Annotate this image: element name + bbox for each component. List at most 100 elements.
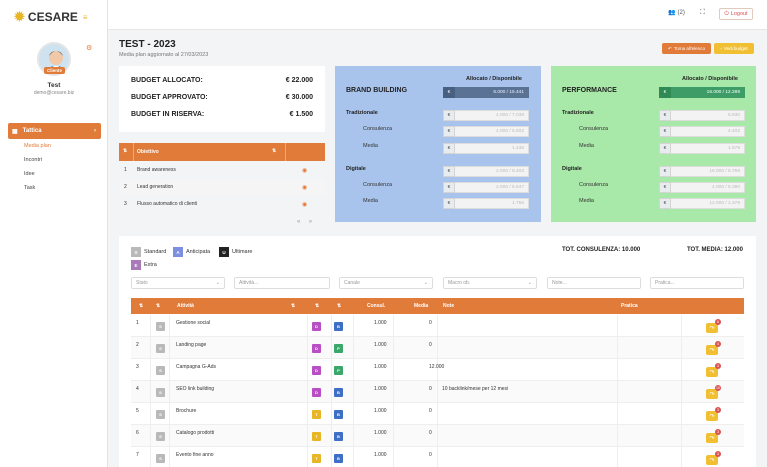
legend-extra[interactable]: E Extra [131, 260, 157, 270]
canale-select[interactable]: Canale ⌄ [339, 277, 433, 289]
sidebar-item-media-plan[interactable]: Media plan [24, 143, 51, 149]
media-value: 0 [429, 342, 432, 348]
media-value: 0 [429, 408, 432, 414]
legend-standard[interactable]: S Standard [131, 247, 166, 257]
consulenza-label: Consulenza [363, 182, 393, 188]
share-button[interactable]: ↷ [706, 389, 718, 399]
activity-name[interactable]: Campagna G-Ads [176, 364, 217, 370]
share-button[interactable]: ↷ [706, 411, 718, 421]
status-badge: S [156, 454, 165, 463]
perf-trad-consulenza-field[interactable]: €4.402 [659, 126, 745, 137]
brand-digitale-field[interactable]: €2.000 / 8.403 [443, 166, 529, 177]
sort-icon[interactable]: ⇅ [337, 303, 342, 309]
table-row[interactable]: 5 S Brochure T B 1.000 0 ↷ 3 [131, 403, 744, 425]
brand-tradizionale-field[interactable]: €4.000 / 7.038 [443, 110, 529, 121]
share-button[interactable]: ↷ [706, 433, 718, 443]
brand-total-field[interactable]: €6.000 / 15.441 [443, 87, 529, 98]
table-row[interactable]: 7 S Evento fine anno T B 1.000 0 ↷ 3 [131, 447, 744, 467]
eye-icon[interactable]: ◉ [302, 184, 308, 191]
brand-dig-consulenza-field[interactable]: €2.000 / 6.647 [443, 182, 529, 193]
table-row[interactable]: 3 S Campagna G-Ads D P 1.000 12.000 ↷ 3 [131, 359, 744, 381]
macro-obiettivo-select[interactable]: Macro ob. ⌄ [443, 277, 537, 289]
prev-page-icon[interactable]: « [297, 219, 301, 225]
objective-row[interactable]: 2 Lead generation ◉ [119, 179, 325, 195]
table-row[interactable]: 4 S SEO link building D B 1.000 0 10 backlink/m… [131, 381, 744, 403]
sort-icon[interactable]: ⇅ [272, 148, 277, 154]
note-column-header[interactable]: Note [443, 303, 455, 309]
sort-icon[interactable]: ⇅ [315, 303, 320, 309]
objective-row[interactable]: 3 Flusso automatico di clienti ◉ [119, 196, 325, 212]
pratica-input[interactable]: Pratica... [650, 277, 744, 289]
select-value: Macro ob. [448, 280, 471, 286]
input-placeholder: Note... [552, 280, 567, 286]
sidebar-item-tattica[interactable]: ▦ Tattica › [8, 123, 101, 139]
status-badge: S [156, 344, 165, 353]
view-budget-button[interactable]: ‹ Vedi budget [714, 43, 754, 54]
sort-icon[interactable]: ⇅ [139, 303, 144, 309]
logo[interactable]: ✹ CESARE ≡ [14, 9, 88, 25]
brand-trad-consulenza-field[interactable]: €4.000 / 5.602 [443, 126, 529, 137]
perf-digitale-field[interactable]: €16.000 / 6.759 [659, 166, 745, 177]
perf-dig-media-field[interactable]: €12.000 / 1.379 [659, 198, 745, 209]
sort-icon[interactable]: ⇅ [123, 148, 128, 154]
share-button[interactable]: ↷ [706, 455, 718, 465]
users-button[interactable]: 👥 (2) [668, 9, 685, 17]
fullscreen-icon[interactable]: ⛶ [700, 9, 705, 16]
next-page-icon[interactable]: » [308, 219, 313, 225]
note-input[interactable]: Note... [547, 277, 641, 289]
share-button[interactable]: ↷ [706, 345, 718, 355]
activity-name[interactable]: Brochure [176, 408, 197, 414]
brand-trad-media-field[interactable]: €1.436 [443, 143, 529, 154]
perf-dig-consulenza-field[interactable]: €4.000 / 5.390 [659, 182, 745, 193]
sidebar-item-idee[interactable]: Idee [24, 171, 35, 177]
table-row[interactable]: 2 S Landing page D P 1.000 0 ↷ 4 [131, 337, 744, 359]
table-row[interactable]: 6 S Catalogo prodotti T B 1.000 0 ↷ 3 [131, 425, 744, 447]
activity-name[interactable]: SEO link building [176, 386, 215, 392]
row-number: 2 [136, 342, 139, 348]
pagination: « » [297, 219, 312, 225]
user-name: Test [47, 82, 61, 89]
objective-row[interactable]: 1 Brand awareness ◉ [119, 162, 325, 178]
media-column-header[interactable]: Media [414, 303, 429, 309]
budget-value: € 1.500 [289, 111, 313, 118]
share-button[interactable]: ↷ [706, 323, 718, 333]
activity-name[interactable]: Evento fine anno [176, 452, 214, 458]
share-button[interactable]: ↷ [706, 367, 718, 377]
euro-icon: € [443, 182, 455, 193]
attivita-column-header[interactable]: Attività [177, 303, 194, 309]
stato-select[interactable]: Stato ⌄ [131, 277, 225, 289]
activity-name[interactable]: Catalogo prodotti [176, 430, 215, 436]
sidebar-item-incontri[interactable]: Incontri [24, 157, 43, 163]
eye-icon[interactable]: ◉ [302, 201, 308, 208]
perf-trad-media-field[interactable]: €1.578 [659, 143, 745, 154]
table-row[interactable]: 1 S Gestione social D B 1.000 0 ↷ 6 [131, 315, 744, 337]
eye-icon[interactable]: ◉ [302, 167, 308, 174]
menu-toggle-icon[interactable]: ≡ [82, 12, 88, 22]
sidebar: ✹ CESARE ≡ Cliente ⚙ Test demo@cesare.bi… [0, 0, 108, 467]
legend-ultimare[interactable]: U Ultimare [219, 247, 252, 257]
legend-key: U [219, 247, 229, 257]
sort-icon[interactable]: ⇅ [156, 303, 161, 309]
channel-tag: D [312, 388, 321, 397]
logout-button[interactable]: ⏻ Logout [719, 8, 753, 20]
sort-icon[interactable]: ⇅ [291, 303, 296, 309]
perf-total-field[interactable]: €16.000 / 12.289 [659, 87, 745, 98]
objective-column-header[interactable]: Obiettivo [137, 149, 159, 155]
consul-column-header[interactable]: Consul. [367, 303, 386, 309]
sidebar-item-task[interactable]: Task [24, 185, 36, 191]
activity-name[interactable]: Gestione social [176, 320, 211, 326]
legend-anticipata[interactable]: A Anticipata [173, 247, 210, 257]
brand-dig-media-field[interactable]: €1.756 [443, 198, 529, 209]
euro-icon: € [659, 143, 671, 154]
share-icon: ↷ [709, 391, 715, 398]
attivita-input[interactable]: Attività... [234, 277, 330, 289]
pratica-column-header[interactable]: Pratica [621, 303, 638, 309]
back-to-list-button[interactable]: ↶ Torna all'elenco [662, 43, 711, 54]
row-number: 7 [136, 452, 139, 458]
gear-icon[interactable]: ⚙ [86, 45, 93, 52]
field-value: 4.000 / 5.602 [455, 126, 529, 137]
budget-summary-card: BUDGET ALLOCATO: € 22.000 BUDGET APPROVA… [119, 66, 325, 132]
activity-name[interactable]: Landing page [176, 342, 207, 348]
perf-tradizionale-field[interactable]: €5.830 [659, 110, 745, 121]
field-value: 2.000 / 6.647 [455, 182, 529, 193]
